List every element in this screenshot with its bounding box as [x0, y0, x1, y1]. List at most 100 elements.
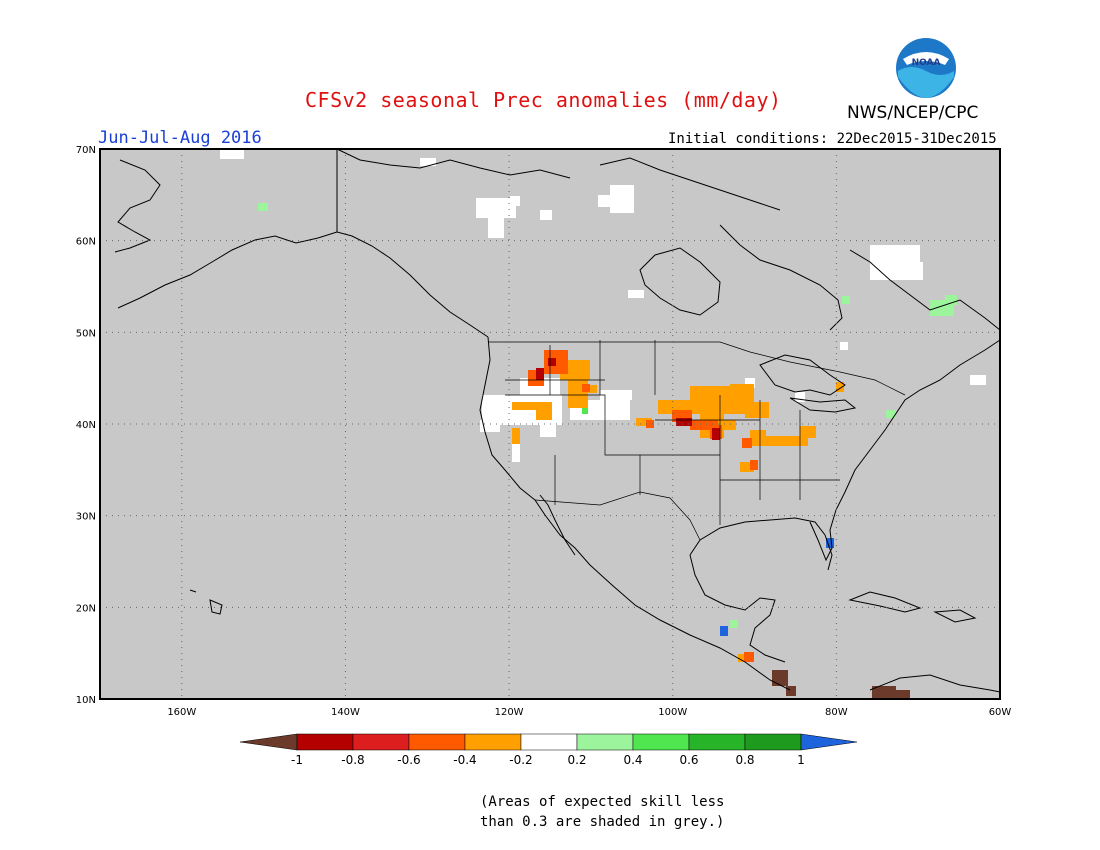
anomaly-cell: [220, 149, 244, 159]
anomaly-cell: [690, 420, 718, 430]
legend-tick-label: 1: [797, 753, 805, 767]
anomaly-cell: [548, 358, 556, 366]
anomaly-cell: [836, 382, 844, 392]
anomaly-cell: [740, 462, 754, 472]
lat-tick-label: 40N: [76, 420, 96, 431]
map-tick-labels: 160W 140W 120W 100W 80W 60W 70N 60N 50N 40N 30N 20N…: [76, 145, 1012, 718]
anomaly-cell: [840, 342, 848, 350]
anomaly-cell: [480, 420, 500, 432]
anomaly-cell: [512, 402, 552, 410]
anomaly-cell: [712, 428, 720, 440]
legend-swatch: [352, 733, 410, 751]
lat-tick-label: 20N: [76, 603, 96, 614]
logo-lettering: NOAA: [912, 58, 941, 68]
anomaly-cell: [886, 410, 896, 418]
anomaly-cell: [945, 295, 957, 305]
legend-swatch: [464, 733, 522, 751]
map-frame: [99, 148, 1001, 700]
legend-swatch: [408, 733, 466, 751]
anomaly-cell: [772, 670, 788, 686]
anomaly-cell: [512, 430, 520, 462]
legend-swatch: [520, 733, 578, 751]
anomaly-cell: [636, 418, 652, 426]
legend-tick-label: -0.6: [397, 753, 420, 767]
legend-tick-label: -1: [291, 753, 303, 767]
anomaly-cell: [676, 418, 692, 426]
anomaly-cell: [896, 690, 910, 700]
legend-swatch: [576, 733, 634, 751]
anomaly-cell: [750, 460, 758, 470]
anomaly-cell: [742, 438, 752, 448]
anomaly-cell: [646, 420, 654, 428]
lat-tick-label: 70N: [76, 145, 96, 156]
skill-footnote: (Areas of expected skill less than 0.3 a…: [480, 792, 724, 832]
lon-tick-label: 80W: [825, 707, 848, 718]
anomaly-cell: [585, 385, 597, 393]
anomaly-cell: [512, 428, 520, 444]
anomaly-cell: [970, 375, 986, 385]
anomaly-cell: [536, 410, 552, 420]
lon-tick-label: 100W: [658, 707, 687, 718]
anomaly-cell: [758, 436, 808, 446]
legend-tick-label: 0.2: [567, 753, 586, 767]
legend-tick-label: 0.4: [623, 753, 642, 767]
anomaly-cell: [786, 686, 796, 696]
anomaly-cell: [730, 384, 754, 404]
anomaly-cell: [628, 290, 644, 298]
lat-tick-label: 50N: [76, 328, 96, 339]
forecast-period: Jun-Jul-Aug 2016: [98, 128, 262, 148]
anomaly-cell: [745, 378, 755, 388]
anomaly-cell: [800, 426, 816, 438]
anomaly-cell: [598, 195, 610, 207]
anomaly-cell: [540, 210, 552, 220]
lat-tick-label: 10N: [76, 695, 96, 706]
legend-tick-label: 0.6: [679, 753, 698, 767]
political-borders: [488, 340, 906, 541]
lat-tick-label: 60N: [76, 237, 96, 248]
anomaly-cell: [536, 368, 544, 380]
legend-tick-label: 0.8: [735, 753, 754, 767]
initial-conditions: Initial conditions: 22Dec2015-31Dec2015: [668, 131, 997, 147]
anomaly-cell: [712, 420, 736, 430]
legend-tick-label: -0.8: [341, 753, 364, 767]
anomaly-cell: [744, 652, 754, 662]
anomaly-cell: [488, 216, 504, 238]
skill-footnote-line2: than 0.3 are shaded in grey.): [480, 814, 725, 830]
anomaly-cell: [540, 425, 556, 437]
legend-swatch: [688, 733, 746, 751]
lon-tick-label: 120W: [495, 707, 524, 718]
anomaly-cell: [795, 392, 805, 402]
anomaly-cell: [420, 158, 436, 166]
anomaly-cell: [258, 203, 268, 211]
coastlines: [114, 148, 1001, 693]
anomaly-cell: [610, 185, 634, 213]
legend-swatch: [296, 733, 354, 751]
map-title: CFSv2 seasonal Prec anomalies (mm/day): [305, 88, 782, 112]
anomaly-cell: [582, 408, 588, 414]
anomaly-cell: [842, 296, 850, 304]
agency-label: NWS/NCEP/CPC: [847, 103, 979, 123]
legend-swatch: [744, 733, 802, 751]
lat-tick-label: 30N: [76, 512, 96, 523]
legend-swatch: [632, 733, 690, 751]
map-gridlines: [100, 149, 1000, 699]
legend-arrow-low: [239, 733, 298, 751]
legend-tick-label: -0.4: [453, 753, 476, 767]
lon-tick-label: 140W: [331, 707, 360, 718]
lon-tick-label: 60W: [989, 707, 1012, 718]
noaa-logo: NOAA: [896, 38, 956, 98]
anomaly-cell: [476, 198, 516, 218]
anomaly-cell: [720, 626, 728, 636]
anomaly-cell: [885, 262, 923, 280]
legend-tick-label: -0.2: [509, 753, 532, 767]
anomaly-cell: [826, 538, 834, 548]
anomaly-cell: [745, 402, 769, 418]
anomaly-cell: [510, 196, 520, 206]
anomaly-cell: [600, 390, 632, 400]
anomaly-cell: [872, 686, 896, 700]
legend-arrow-high: [800, 733, 858, 751]
skill-footnote-line1: (Areas of expected skill less: [480, 794, 725, 810]
anomaly-cell: [730, 620, 738, 628]
